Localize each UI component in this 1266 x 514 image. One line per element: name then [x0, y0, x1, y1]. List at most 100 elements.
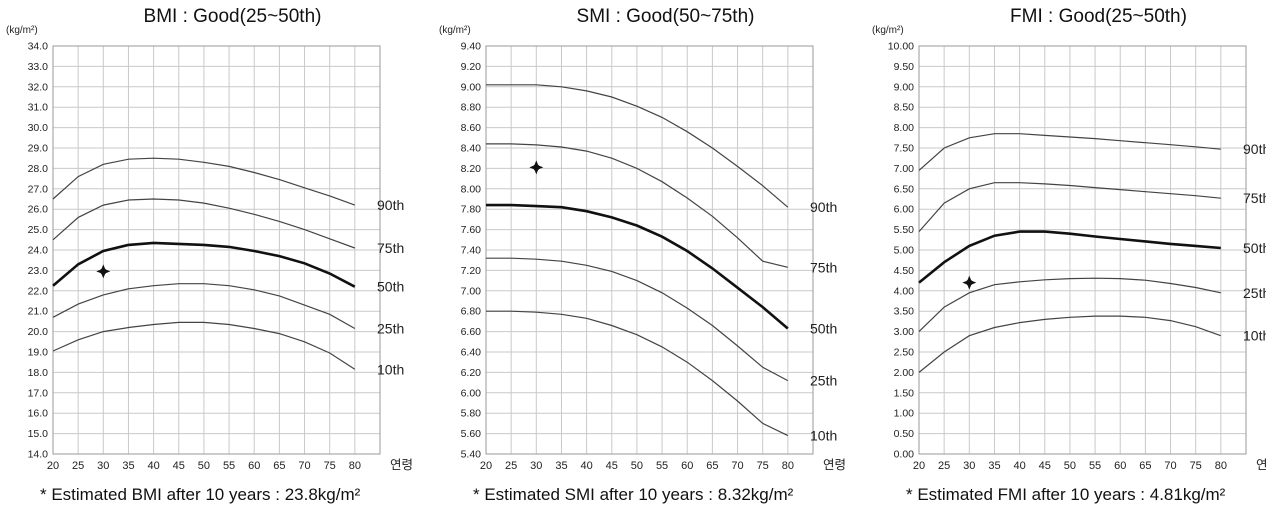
smi-x-tick-label: 80: [782, 460, 794, 472]
fmi-label-25th: 25th: [1243, 285, 1266, 301]
smi-y-tick-label: 8.20: [461, 163, 482, 175]
fmi-plot-frame: [918, 45, 1247, 455]
bmi-curve-50th: [52, 241, 356, 288]
bmi-x-tick-label: 20: [47, 460, 59, 472]
smi-x-tick-label: 75: [757, 460, 769, 472]
smi-x-tick-label: 50: [631, 460, 643, 472]
fmi-y-tick-label: 5.00: [894, 245, 915, 257]
smi-x-tick-label: 35: [555, 460, 567, 472]
smi-estimate-note: * Estimated SMI after 10 years : 8.32kg/…: [473, 485, 794, 504]
bmi-y-tick-label: 21.0: [28, 306, 49, 318]
fmi-y-tick-label: 6.50: [894, 183, 915, 195]
fmi-curve-10th: [918, 315, 1222, 373]
fmi-x-tick-label: 55: [1089, 460, 1101, 472]
bmi-y-tick-label: 33.0: [28, 61, 49, 73]
smi-y-tick-label: 5.80: [461, 408, 482, 420]
fmi-y-tick-label: 7.00: [894, 163, 915, 175]
smi-y-tick-label: 9.20: [461, 61, 482, 73]
bmi-y-tick-label: 20.0: [28, 326, 49, 338]
fmi-estimate-note: * Estimated FMI after 10 years : 4.81kg/…: [906, 485, 1226, 504]
fmi-y-tick-label: 9.50: [894, 61, 915, 73]
bmi-estimate-note: * Estimated BMI after 10 years : 23.8kg/…: [40, 485, 361, 504]
bmi-x-tick-label: 55: [223, 460, 235, 472]
bmi-y-tick-label: 25.0: [28, 224, 49, 236]
smi-x-axis-label: 연령: [823, 458, 846, 472]
smi-x-tick-label: 45: [606, 460, 618, 472]
smi-x-tick-label: 65: [706, 460, 718, 472]
smi-label-10th: 10th: [810, 428, 837, 444]
smi-label-90th: 90th: [810, 199, 837, 215]
smi-y-tick-label: 7.40: [461, 245, 482, 257]
smi-x-tick-label: 20: [480, 460, 492, 472]
bmi-y-tick-label: 32.0: [28, 81, 49, 93]
fmi-y-tick-label: 9.00: [894, 81, 915, 93]
smi-y-tick-label: 6.80: [461, 306, 482, 318]
smi-plot-frame: [485, 45, 814, 455]
bmi-y-tick-label: 17.0: [28, 387, 49, 399]
bmi-chart-svg: BMI : Good(25~50th) (kg/m²) 14.0 15.0 16.0 17…: [6, 6, 413, 504]
fmi-x-tick-label: 60: [1114, 460, 1126, 472]
bmi-y-tick-label: 29.0: [28, 143, 49, 155]
fmi-curve-90th: [918, 133, 1221, 171]
smi-x-tick-label: 55: [656, 460, 668, 472]
bmi-x-tick-label: 60: [248, 460, 260, 472]
bmi-chart-title: BMI : Good(25~50th): [144, 6, 322, 27]
fmi-y-tick-label: 6.00: [894, 204, 915, 216]
bmi-y-tick-label: 15.0: [28, 428, 49, 440]
bmi-plot-frame: [52, 45, 381, 455]
fmi-y-tick-label: 10.00: [888, 41, 914, 53]
fmi-x-tick-label: 45: [1039, 460, 1051, 472]
fmi-label-75th: 75th: [1243, 190, 1266, 206]
fmi-x-tick-label: 75: [1190, 460, 1202, 472]
bmi-x-tick-label: 30: [97, 460, 109, 472]
smi-x-tick-label: 25: [505, 460, 517, 472]
smi-y-tick-label: 8.40: [461, 143, 482, 155]
bmi-y-tick-label: 24.0: [28, 245, 49, 257]
smi-y-tick-label: 5.40: [461, 449, 482, 461]
fmi-x-tick-label: 70: [1164, 460, 1176, 472]
smi-y-tick-label: 8.00: [461, 183, 482, 195]
fmi-y-tick-label: 8.50: [894, 102, 915, 114]
bmi-y-tick-label: 22.0: [28, 285, 49, 297]
smi-curve-10th: [486, 310, 789, 437]
bmi-x-tick-label: 65: [273, 460, 285, 472]
bmi-x-tick-label: 35: [122, 460, 134, 472]
bmi-curve-75th: [52, 198, 356, 249]
bmi-y-tick-label: 18.0: [28, 367, 49, 379]
bmi-y-tick-label: 27.0: [28, 183, 49, 195]
smi-y-tick-label: 8.60: [461, 122, 482, 134]
fmi-y-tick-label: 3.50: [894, 306, 915, 318]
fmi-x-tick-label: 30: [963, 460, 975, 472]
fmi-x-tick-label: 40: [1013, 460, 1025, 472]
fmi-y-tick-label: 0.00: [894, 449, 915, 461]
fmi-x-tick-label: 20: [913, 460, 925, 472]
bmi-label-10th: 10th: [377, 361, 404, 377]
smi-y-tick-label: 5.60: [461, 428, 482, 440]
fmi-chart-title: FMI : Good(25~50th): [1010, 6, 1187, 27]
bmi-x-tick-label: 75: [324, 460, 336, 472]
fmi-x-tick-label: 25: [938, 460, 950, 472]
bmi-label-50th: 50th: [377, 279, 404, 295]
fmi-y-tick-label: 5.50: [894, 224, 915, 236]
smi-chart-panel: SMI : Good(50~75th) (kg/m²) 5.40 5.60 5.80 6.…: [433, 0, 855, 514]
smi-y-tick-label: 7.20: [461, 265, 482, 277]
smi-y-tick-label: 8.80: [461, 102, 482, 114]
bmi-curve-25th: [52, 283, 356, 330]
fmi-y-tick-label: 3.00: [894, 326, 915, 338]
smi-y-tick-label: 6.00: [461, 387, 482, 399]
fmi-y-tick-label: 7.50: [894, 143, 915, 155]
smi-y-tick-label: 6.40: [461, 347, 482, 359]
smi-x-tick-label: 40: [580, 460, 592, 472]
fmi-chart-panel: FMI : Good(25~50th) (kg/m²) 0.00 0.50 1.00 1.…: [866, 0, 1266, 514]
fmi-curve-50th: [918, 230, 1221, 284]
smi-x-tick-label: 60: [681, 460, 693, 472]
fmi-y-tick-label: 4.50: [894, 265, 915, 277]
fmi-label-90th: 90th: [1243, 141, 1266, 157]
smi-x-tick-label: 70: [731, 460, 743, 472]
bmi-curve-10th: [52, 321, 356, 370]
bmi-y-tick-label: 28.0: [28, 163, 49, 175]
fmi-label-50th: 50th: [1243, 240, 1266, 256]
smi-y-tick-label: 7.60: [461, 224, 482, 236]
bmi-y-tick-label: 16.0: [28, 408, 49, 420]
fmi-x-tick-label: 35: [988, 460, 1000, 472]
